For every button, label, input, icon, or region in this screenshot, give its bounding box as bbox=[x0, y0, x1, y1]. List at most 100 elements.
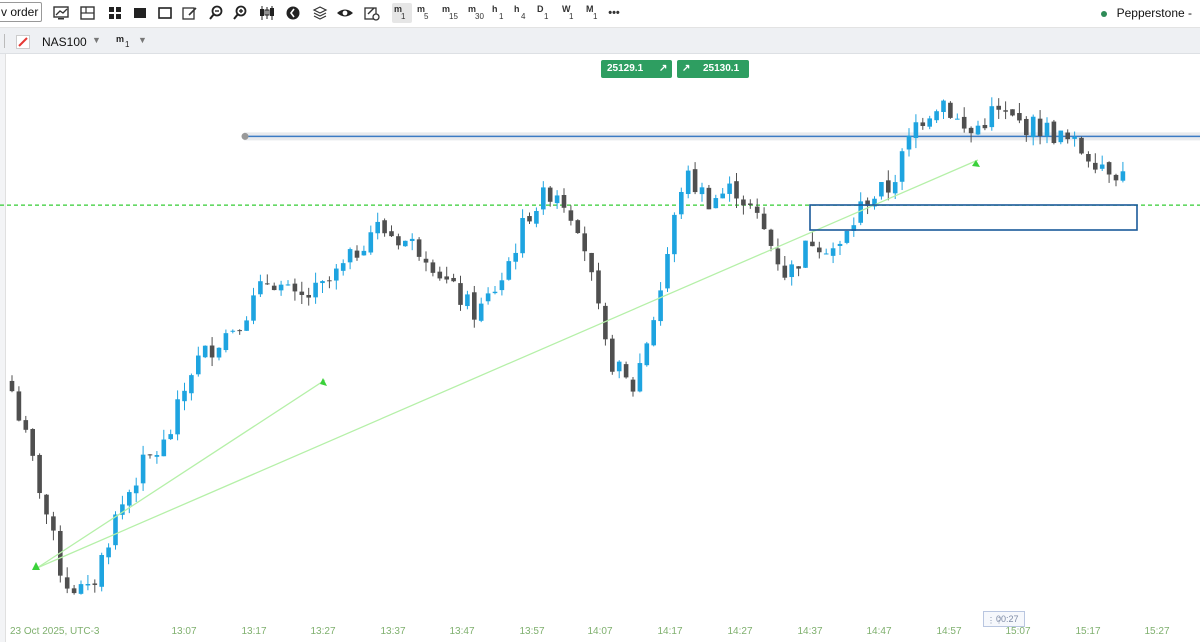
candle-body bbox=[547, 187, 553, 202]
candle-body bbox=[961, 116, 967, 129]
rewind-icon[interactable] bbox=[283, 3, 303, 23]
x-axis-label: 15:17 bbox=[1075, 626, 1100, 637]
candle-body bbox=[361, 250, 367, 256]
symbol-dropdown-icon[interactable]: ▼ bbox=[92, 35, 101, 45]
candle-body bbox=[623, 364, 629, 378]
candle-body bbox=[1058, 130, 1064, 143]
chart-settings-icon[interactable] bbox=[52, 3, 72, 23]
more-timeframes-button[interactable]: ••• bbox=[608, 7, 620, 19]
candle-body bbox=[196, 355, 201, 375]
x-axis-label: 23 Oct 2025, UTC-3 bbox=[10, 626, 100, 637]
candle-body bbox=[478, 303, 484, 321]
candle-body bbox=[941, 100, 946, 113]
candle-body bbox=[409, 238, 415, 242]
timeframe-unit: D bbox=[537, 4, 544, 14]
candle-body bbox=[644, 343, 650, 366]
candle-body bbox=[1106, 162, 1112, 175]
candle-body bbox=[1072, 136, 1077, 139]
candle-body bbox=[541, 187, 546, 210]
broker-status[interactable]: Pepperstone - bbox=[1100, 6, 1192, 20]
candle-body bbox=[761, 213, 767, 230]
new-order-button[interactable]: v order bbox=[0, 2, 42, 22]
edit-icon[interactable] bbox=[180, 3, 200, 23]
candle-body bbox=[1030, 116, 1036, 138]
candle-body bbox=[1051, 121, 1057, 144]
candle-body bbox=[699, 187, 705, 195]
candle-body bbox=[527, 216, 532, 222]
candle-body bbox=[554, 195, 560, 204]
candle-body bbox=[844, 230, 850, 243]
left-scroll-edge bbox=[0, 54, 6, 642]
candle-body bbox=[913, 122, 919, 139]
candle-body bbox=[1086, 154, 1091, 162]
timeframe-number: 1 bbox=[401, 12, 406, 21]
candle-body bbox=[782, 265, 788, 278]
candle-body bbox=[706, 187, 712, 210]
trend-anchor-marker bbox=[32, 562, 40, 570]
timeframe-unit: m bbox=[417, 4, 426, 14]
candle-body bbox=[85, 583, 91, 586]
sell-price-button[interactable]: 25129.1 ↗ bbox=[601, 60, 672, 78]
single-chart-icon[interactable] bbox=[130, 3, 150, 23]
level-line-handle bbox=[241, 132, 249, 140]
trendline bbox=[36, 159, 979, 569]
candle-body bbox=[748, 203, 753, 205]
drawing-tool-icon[interactable] bbox=[16, 35, 30, 49]
candle-body bbox=[23, 420, 29, 430]
timeframe-number: 1 bbox=[593, 12, 598, 21]
zoom-out-icon[interactable] bbox=[206, 3, 226, 23]
candles-icon[interactable] bbox=[257, 3, 277, 23]
x-axis-label: 13:17 bbox=[241, 626, 266, 637]
price-chart[interactable]: 23 Oct 2025, UTC-3 13:07 13:17 13:27 13:37 13… bbox=[0, 54, 1200, 642]
candle-body bbox=[830, 248, 836, 256]
layers-icon[interactable] bbox=[310, 3, 330, 23]
tools-icon[interactable] bbox=[362, 3, 382, 23]
zoom-in-icon[interactable] bbox=[230, 3, 250, 23]
candle-body bbox=[30, 429, 35, 456]
timeframe-indicator[interactable]: m1 bbox=[116, 34, 129, 49]
candle-body bbox=[230, 330, 236, 332]
trend-arrow-marker bbox=[972, 160, 980, 167]
candle-body bbox=[99, 554, 104, 587]
eye-icon[interactable] bbox=[335, 3, 355, 23]
candle-body bbox=[347, 249, 353, 263]
candle-body bbox=[120, 504, 125, 515]
candle-body bbox=[51, 516, 56, 531]
candle-body bbox=[734, 181, 739, 199]
sell-price-value: 25129.1 bbox=[607, 63, 644, 74]
timeframe-dropdown-icon[interactable]: ▼ bbox=[138, 35, 147, 45]
layout-icon[interactable] bbox=[78, 3, 98, 23]
x-axis-label: 13:07 bbox=[171, 626, 196, 637]
candle-body bbox=[851, 225, 857, 231]
timeframe-number: 5 bbox=[424, 12, 429, 21]
x-axis-label: 13:37 bbox=[380, 626, 405, 637]
candle-body bbox=[996, 105, 1001, 110]
buy-price-button[interactable]: ↗ 25130.1 bbox=[677, 60, 749, 78]
multi-chart-icon[interactable] bbox=[105, 3, 125, 23]
symbol-name[interactable]: NAS100 bbox=[42, 35, 87, 49]
candle-body bbox=[485, 293, 491, 302]
candle-body bbox=[596, 270, 601, 304]
candle-body bbox=[306, 294, 311, 298]
candle-body bbox=[340, 263, 346, 271]
candle-body bbox=[934, 111, 939, 121]
candle-body bbox=[465, 294, 470, 307]
candle-body bbox=[1003, 110, 1008, 112]
timeframe-m30-button[interactable]: m 30 bbox=[466, 3, 486, 23]
timeframe-m15-button[interactable]: m 15 bbox=[440, 3, 460, 23]
candle-body bbox=[423, 258, 429, 263]
candle-body bbox=[692, 169, 698, 193]
candle-body bbox=[789, 264, 794, 278]
candle-body bbox=[140, 454, 146, 484]
x-axis-label: 14:27 bbox=[727, 626, 752, 637]
fullscreen-icon[interactable] bbox=[155, 3, 175, 23]
candle-body bbox=[175, 399, 180, 435]
candle-body bbox=[637, 363, 643, 392]
